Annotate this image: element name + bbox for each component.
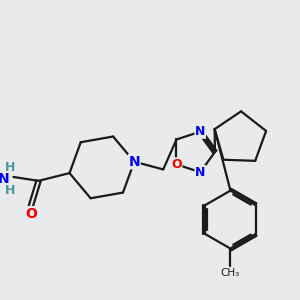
Text: N: N [128, 155, 140, 169]
Text: H: H [4, 184, 15, 197]
Text: N: N [195, 125, 206, 138]
Text: O: O [171, 158, 182, 171]
Text: H: H [4, 161, 15, 174]
Text: N: N [0, 172, 10, 186]
Text: CH₃: CH₃ [221, 268, 240, 278]
Text: N: N [195, 166, 206, 179]
Text: O: O [25, 207, 37, 221]
